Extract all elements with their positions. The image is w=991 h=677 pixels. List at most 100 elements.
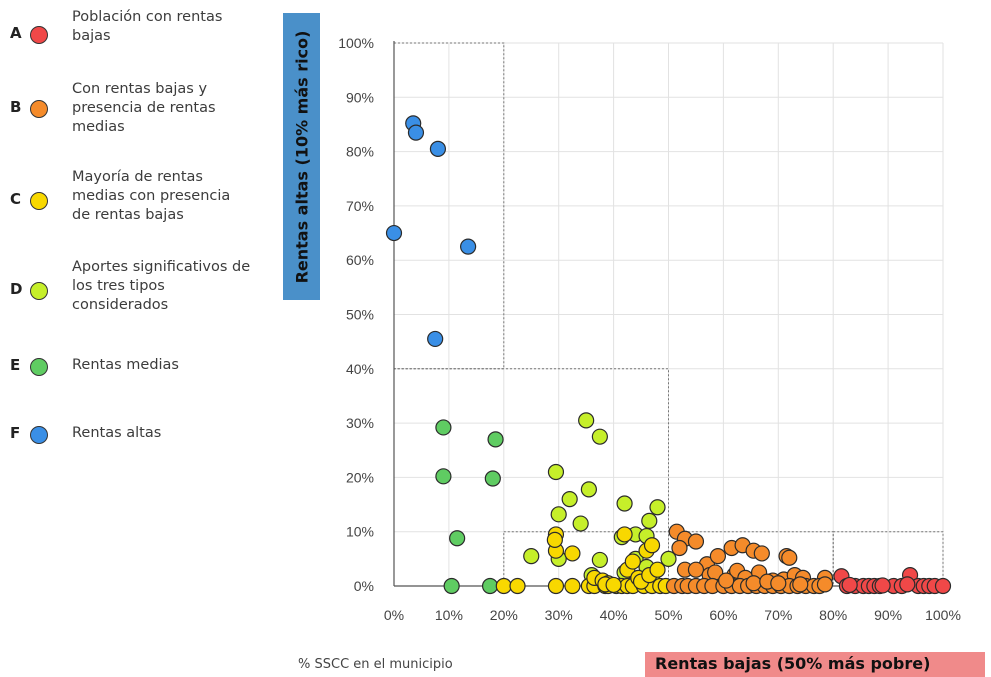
data-point-d xyxy=(578,412,595,429)
data-point-c xyxy=(546,531,563,548)
data-point-c xyxy=(649,561,666,578)
x-tick-label: 80% xyxy=(819,607,847,623)
data-point-c xyxy=(564,577,581,595)
x-tick-label: 70% xyxy=(764,607,792,623)
legend-label: Aportes significativos de los tres tipos… xyxy=(72,259,251,313)
data-point-c xyxy=(495,577,512,595)
data-point-c xyxy=(624,553,641,570)
legend-label: Población con rentas bajas xyxy=(72,9,223,44)
data-point-c xyxy=(509,577,526,595)
data-point-b xyxy=(745,575,762,592)
data-point-a xyxy=(899,576,916,593)
y-tick-label: 60% xyxy=(346,252,374,268)
y-tick-label: 20% xyxy=(346,469,374,485)
legend-dot-f xyxy=(30,426,48,444)
data-point-c xyxy=(547,577,565,595)
data-point-d xyxy=(660,550,677,567)
data-point-c xyxy=(643,537,661,554)
x-tick-label: 20% xyxy=(490,607,518,623)
data-point-d xyxy=(591,551,608,569)
data-point-f xyxy=(427,330,444,348)
y-tick-label: 100% xyxy=(338,35,374,51)
legend-item-a: A Población con rentas bajas xyxy=(0,9,260,54)
data-point-d xyxy=(523,548,540,565)
data-point-e xyxy=(487,431,504,448)
x-tick-label: 10% xyxy=(435,607,463,623)
x-tick-label: 40% xyxy=(600,607,628,623)
data-point-d xyxy=(572,515,589,532)
legend-item-c: C Mayoría de rentas medias con presencia… xyxy=(0,169,260,230)
legend-item-d: D Aportes significativos de los tres tip… xyxy=(0,259,260,320)
legend-dot-c xyxy=(30,192,48,210)
legend-letter: E xyxy=(10,356,21,374)
data-point-c xyxy=(616,526,633,543)
y-tick-label: 70% xyxy=(346,198,374,214)
x-axis-note: % SSCC en el municipio xyxy=(298,657,453,672)
legend-dot-e xyxy=(30,358,48,376)
data-point-b xyxy=(792,576,809,593)
legend-letter: F xyxy=(10,424,21,442)
legend-dot-a xyxy=(30,26,48,44)
data-point-a xyxy=(874,577,891,594)
region-box xyxy=(832,531,944,587)
legend-item-f: F Rentas altas xyxy=(0,424,260,454)
legend-label: Rentas altas xyxy=(72,425,162,441)
x-tick-label: 100% xyxy=(925,607,961,623)
legend-letter: B xyxy=(10,98,22,116)
x-tick-label: 50% xyxy=(654,607,682,623)
data-point-b xyxy=(781,549,798,566)
data-point-c xyxy=(605,576,622,594)
legend-dot-d xyxy=(30,282,48,300)
y-tick-label: 80% xyxy=(346,144,374,160)
data-point-d xyxy=(649,499,666,516)
data-point-b xyxy=(816,576,834,593)
data-point-e xyxy=(435,419,452,436)
data-point-c xyxy=(564,545,581,562)
x-tick-label: 30% xyxy=(545,607,573,623)
data-point-f xyxy=(429,140,447,157)
data-point-b xyxy=(709,548,727,565)
data-point-d xyxy=(616,495,633,512)
x-tick-label: 0% xyxy=(384,607,404,623)
y-tick-label: 10% xyxy=(346,524,374,540)
data-point-b xyxy=(671,539,688,557)
y-tick-label: 30% xyxy=(346,415,374,431)
y-axis-title: Rentas altas (10% más rico) xyxy=(283,13,320,300)
data-point-b xyxy=(753,545,770,562)
data-point-f xyxy=(385,224,403,242)
x-axis-title: Rentas bajas (50% más pobre) xyxy=(645,652,985,677)
data-point-e xyxy=(449,530,466,547)
data-point-d xyxy=(561,491,578,508)
data-point-e xyxy=(435,468,452,485)
legend-label: Con rentas bajas y presencia de rentas m… xyxy=(72,81,216,135)
data-point-d xyxy=(591,428,608,445)
x-axis-title-text: Rentas bajas (50% más pobre) xyxy=(655,654,931,673)
data-point-f xyxy=(407,124,425,141)
x-tick-label: 90% xyxy=(874,607,902,623)
y-tick-label: 90% xyxy=(346,89,374,105)
legend-letter: C xyxy=(10,190,22,208)
data-point-e xyxy=(484,470,501,487)
legend-item-b: B Con rentas bajas y presencia de rentas… xyxy=(0,81,260,136)
data-point-d xyxy=(641,512,658,529)
legend-letter: A xyxy=(10,24,22,42)
data-point-b xyxy=(770,575,787,592)
data-point-a xyxy=(934,577,952,595)
data-point-a xyxy=(841,576,858,594)
data-point-b xyxy=(687,561,705,578)
legend-letter: D xyxy=(10,280,23,298)
legend-item-e: E Rentas medias xyxy=(0,356,260,386)
data-point-b xyxy=(718,572,735,589)
legend-label: Mayoría de rentas medias con presencia d… xyxy=(72,169,231,223)
legend-dot-b xyxy=(30,100,48,118)
y-tick-label: 50% xyxy=(346,307,374,323)
data-point-e xyxy=(481,577,499,595)
y-tick-label: 0% xyxy=(354,578,374,594)
data-point-d xyxy=(550,506,567,523)
legend-label: Rentas medias xyxy=(72,357,179,373)
data-point-b xyxy=(687,533,705,550)
data-point-f xyxy=(460,238,477,255)
data-point-d xyxy=(580,481,597,498)
y-tick-label: 40% xyxy=(346,361,374,377)
